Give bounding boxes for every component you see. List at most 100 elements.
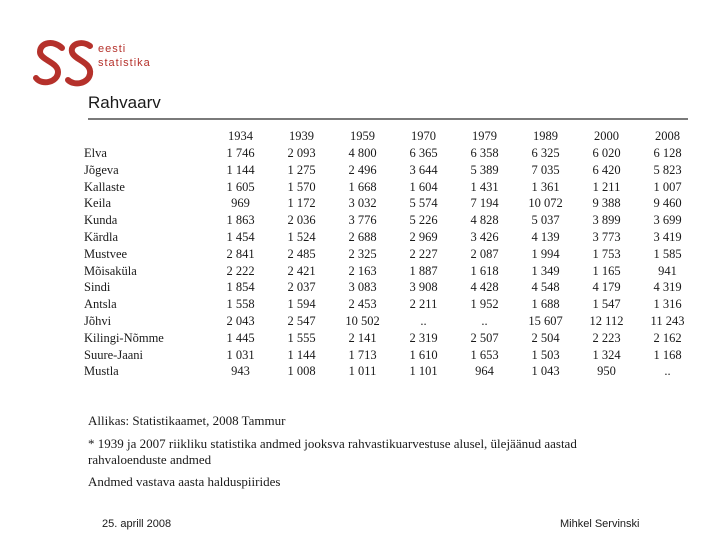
cell-value: 1 144 <box>226 162 255 177</box>
logo-text-eesti: eesti <box>98 43 126 55</box>
cell-value: 6 325 <box>531 146 560 160</box>
cell-value: 3 899 <box>592 213 621 228</box>
cell-value: 6 365 <box>409 146 438 160</box>
cell-value: 7 194 <box>470 196 499 211</box>
cell-value: 1 454 <box>226 229 255 244</box>
cell-value: 1 031 <box>226 347 255 362</box>
cell-value: 6 420 <box>592 162 621 177</box>
cell-value: 1 605 <box>226 179 255 194</box>
source-note: Allikas: Statistikaamet, 2008 Tammur <box>88 413 286 428</box>
cell-value: 3 426 <box>470 229 499 244</box>
cell-value: 2 688 <box>348 229 377 244</box>
cell-value: 3 776 <box>348 213 377 228</box>
row-label: Antsla <box>84 297 117 312</box>
table-body: Elva 1 746 2 093 4 800 6 365 6 358 6 325 6 020 6… <box>84 145 698 380</box>
cell-value: 1 043 <box>531 364 560 379</box>
cell-value: 5 389 <box>470 162 499 177</box>
cell-value: 1 011 <box>348 364 377 379</box>
cell-value: .. <box>420 313 427 328</box>
cell-value: 2 547 <box>287 313 316 328</box>
column-header-1970: 1970 <box>411 129 436 144</box>
cell-value: 1 431 <box>470 179 499 194</box>
footnote: * 1939 ja 2007 riikliku statistika andme… <box>88 436 577 467</box>
cell-value: 9 460 <box>653 196 682 211</box>
row-label: Mustla <box>84 364 119 379</box>
cell-value: 6 128 <box>653 146 682 160</box>
cell-value: 3 644 <box>409 162 438 177</box>
table-row: Kallaste 1 605 1 570 1 668 1 604 1 431 1 361 1 … <box>84 179 698 196</box>
cell-value: 1 008 <box>287 364 316 379</box>
cell-value: 3 032 <box>348 196 377 211</box>
cell-value: 1 165 <box>592 263 621 278</box>
cell-value: 1 604 <box>409 179 438 194</box>
table-row: Jõhvi 2 043 2 547 10 502.... 15 607 12 112 11 … <box>84 313 698 330</box>
cell-value: 1 211 <box>592 179 621 194</box>
cell-value: 1 101 <box>409 364 438 379</box>
row-label: Mõisaküla <box>84 263 137 278</box>
table-row: Suure-Jaani 1 031 1 144 1 713 1 610 1 653 1 50… <box>84 347 698 364</box>
footer-author: Mihkel Servinski <box>560 518 640 530</box>
cell-value: 1 547 <box>592 297 621 312</box>
cell-value: 2 504 <box>531 330 560 345</box>
row-label: Kilingi-Nõmme <box>84 330 164 345</box>
cell-value: 2 227 <box>409 246 438 261</box>
population-table: 1934 1939 1959 1970 1979 1989 2000 2008 Elva 1 7… <box>84 128 698 380</box>
cell-value: 2 223 <box>592 330 621 345</box>
column-header-2000: 2000 <box>594 129 619 144</box>
cell-value: 2 222 <box>226 263 255 278</box>
table-row: Jõgeva 1 144 1 275 2 496 3 644 5 389 7 035 6 42… <box>84 162 698 179</box>
row-label: Kallaste <box>84 179 125 194</box>
column-header-1934: 1934 <box>228 129 253 144</box>
cell-value: 9 388 <box>592 196 621 211</box>
cell-value: 4 828 <box>470 213 499 228</box>
cell-value: 2 325 <box>348 246 377 261</box>
cell-value: 1 558 <box>226 297 255 312</box>
cell-value: .. <box>481 313 488 328</box>
table-row: Kilingi-Nõmme 1 445 1 555 2 141 2 319 2 507 2 … <box>84 330 698 347</box>
cell-value: 1 445 <box>226 330 255 345</box>
eesti-statistika-logo: eesti statistika <box>33 40 151 87</box>
cell-value: .. <box>664 364 671 379</box>
cell-value: 941 <box>658 263 677 278</box>
table-header-row: 1934 1939 1959 1970 1979 1989 2000 2008 <box>84 128 698 145</box>
cell-value: 2 841 <box>226 246 255 261</box>
logo-text-statistika: statistika <box>98 57 151 69</box>
cell-value: 4 428 <box>470 280 499 295</box>
cell-value: 12 112 <box>589 313 624 328</box>
cell-value: 969 <box>231 196 250 211</box>
cell-value: 1 585 <box>653 246 682 261</box>
cell-value: 1 713 <box>348 347 377 362</box>
cell-value: 2 485 <box>287 246 316 261</box>
cell-value: 5 037 <box>531 213 560 228</box>
header-empty <box>84 128 210 145</box>
cell-value: 1 653 <box>470 347 499 362</box>
row-label: Jõgeva <box>84 162 119 177</box>
cell-value: 1 007 <box>653 179 682 194</box>
cell-value: 2 036 <box>287 213 316 228</box>
table-row: Mustvee 2 841 2 485 2 325 2 227 2 087 1 994 1 7… <box>84 246 698 263</box>
cell-value: 1 854 <box>226 280 255 295</box>
cell-value: 964 <box>475 364 494 379</box>
column-header-1979: 1979 <box>472 129 497 144</box>
cell-value: 2 162 <box>653 330 682 345</box>
cell-value: 2 087 <box>470 246 499 261</box>
cell-value: 950 <box>597 364 616 379</box>
cell-value: 2 211 <box>409 297 438 312</box>
cell-value: 1 524 <box>287 229 316 244</box>
cell-value: 1 144 <box>287 347 316 362</box>
row-label: Kunda <box>84 213 118 228</box>
cell-value: 2 319 <box>409 330 438 345</box>
table-row: Antsla 1 558 1 594 2 453 2 211 1 952 1 688 1 54… <box>84 296 698 313</box>
row-label: Mustvee <box>84 246 128 261</box>
row-label: Keila <box>84 196 112 211</box>
table-row: Keila 969 1 172 3 032 5 574 7 194 10 072 9 388 9… <box>84 195 698 212</box>
table-row: Kärdla 1 454 1 524 2 688 2 969 3 426 4 139 3 77… <box>84 229 698 246</box>
cell-value: 1 668 <box>348 179 377 194</box>
cell-value: 2 043 <box>226 313 255 328</box>
cell-value: 3 773 <box>592 229 621 244</box>
cell-value: 3 699 <box>653 213 682 228</box>
row-label: Jõhvi <box>84 313 112 328</box>
table-row: Elva 1 746 2 093 4 800 6 365 6 358 6 325 6 020 6… <box>84 145 698 162</box>
cell-value: 1 863 <box>226 213 255 228</box>
cell-value: 1 618 <box>470 263 499 278</box>
